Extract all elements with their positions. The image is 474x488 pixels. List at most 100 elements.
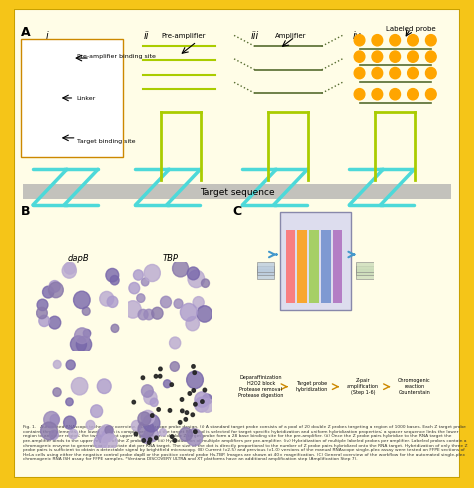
Circle shape	[188, 270, 205, 288]
Title: dapB: dapB	[68, 254, 90, 263]
Circle shape	[66, 398, 73, 406]
Bar	[356, 263, 374, 272]
Text: Amplifier: Amplifier	[275, 33, 306, 39]
Circle shape	[94, 435, 108, 449]
Circle shape	[195, 397, 209, 412]
Circle shape	[131, 421, 141, 431]
Circle shape	[111, 325, 119, 333]
Circle shape	[71, 378, 88, 395]
Bar	[321, 230, 331, 304]
Circle shape	[173, 439, 177, 442]
Text: iv: iv	[353, 31, 361, 41]
Circle shape	[110, 276, 119, 285]
Circle shape	[155, 375, 158, 378]
Circle shape	[107, 297, 118, 308]
Circle shape	[91, 405, 103, 418]
Circle shape	[354, 36, 365, 47]
Circle shape	[193, 297, 204, 309]
Circle shape	[180, 398, 184, 402]
Text: Target binding site: Target binding site	[77, 139, 135, 143]
Circle shape	[49, 317, 61, 329]
Circle shape	[203, 388, 207, 392]
Circle shape	[151, 414, 154, 417]
Circle shape	[73, 291, 90, 309]
Bar	[356, 269, 374, 279]
Circle shape	[164, 380, 171, 388]
Circle shape	[170, 383, 173, 386]
Bar	[23, 184, 451, 200]
Text: Linker: Linker	[77, 96, 96, 102]
Circle shape	[159, 367, 162, 371]
Circle shape	[390, 89, 401, 101]
Circle shape	[97, 427, 111, 443]
Circle shape	[390, 52, 401, 63]
Circle shape	[48, 283, 64, 298]
Bar	[285, 230, 295, 304]
Circle shape	[142, 439, 146, 442]
Circle shape	[141, 376, 145, 380]
Circle shape	[426, 36, 436, 47]
Circle shape	[161, 297, 172, 308]
Circle shape	[74, 328, 90, 344]
Text: Deparaffinization
H2O2 block
Protease removal
Protease digestion: Deparaffinization H2O2 block Protease re…	[238, 374, 283, 397]
Circle shape	[49, 430, 58, 440]
Bar	[256, 266, 274, 276]
Circle shape	[170, 337, 181, 349]
Circle shape	[372, 52, 383, 63]
Circle shape	[66, 360, 75, 370]
Bar	[309, 230, 319, 304]
Circle shape	[187, 371, 203, 389]
Bar	[280, 212, 351, 310]
Text: Chromogenic
reaction
Counterstain: Chromogenic reaction Counterstain	[398, 377, 431, 394]
Circle shape	[191, 413, 194, 417]
Circle shape	[53, 388, 61, 397]
Circle shape	[408, 68, 419, 80]
Circle shape	[41, 422, 57, 440]
Circle shape	[143, 414, 160, 432]
Text: Fig. 1.   Automated RNAscope technology overview. (A) RNAscope probe design. (i): Fig. 1. Automated RNAscope technology ov…	[23, 425, 468, 461]
Circle shape	[179, 421, 182, 424]
Circle shape	[76, 337, 91, 353]
Circle shape	[201, 400, 204, 404]
Text: Target probe
hybridization: Target probe hybridization	[296, 380, 328, 391]
Text: Pre-amplifier: Pre-amplifier	[161, 33, 206, 39]
Circle shape	[188, 392, 191, 395]
Circle shape	[100, 292, 114, 306]
Circle shape	[408, 36, 419, 47]
Circle shape	[186, 429, 202, 446]
Text: ii: ii	[144, 31, 149, 41]
Circle shape	[82, 307, 90, 316]
Circle shape	[202, 394, 212, 405]
Circle shape	[83, 330, 91, 338]
Bar	[333, 230, 342, 304]
Circle shape	[426, 89, 436, 101]
Circle shape	[426, 52, 436, 63]
Circle shape	[44, 411, 59, 428]
Circle shape	[201, 280, 210, 288]
Text: Labeled probe: Labeled probe	[386, 25, 436, 32]
Circle shape	[64, 263, 76, 275]
Text: iii: iii	[250, 31, 259, 41]
Circle shape	[171, 435, 174, 439]
Circle shape	[71, 336, 86, 353]
Bar	[298, 230, 307, 304]
Circle shape	[426, 68, 436, 80]
Circle shape	[354, 52, 365, 63]
Circle shape	[390, 36, 401, 47]
Circle shape	[102, 434, 117, 450]
Circle shape	[144, 309, 154, 320]
Circle shape	[97, 379, 111, 394]
Circle shape	[64, 416, 76, 429]
Circle shape	[173, 261, 189, 277]
Circle shape	[390, 68, 401, 80]
Text: Target sequence: Target sequence	[200, 187, 274, 197]
Circle shape	[125, 301, 141, 319]
Text: Pre-amplifier binding site: Pre-amplifier binding site	[77, 54, 155, 59]
Circle shape	[144, 427, 158, 442]
Circle shape	[186, 317, 200, 331]
Circle shape	[137, 294, 145, 303]
Circle shape	[150, 398, 158, 407]
Circle shape	[372, 89, 383, 101]
Circle shape	[54, 361, 61, 369]
Circle shape	[192, 365, 195, 368]
